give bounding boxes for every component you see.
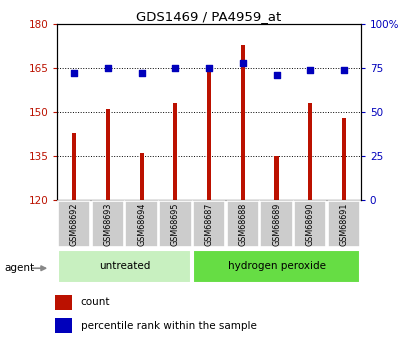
Bar <box>308 104 312 200</box>
Text: percentile rank within the sample: percentile rank within the sample <box>81 321 256 331</box>
Bar <box>106 109 110 200</box>
Bar <box>58 201 90 247</box>
Text: GSM68687: GSM68687 <box>204 203 213 246</box>
Bar <box>139 153 143 200</box>
Bar <box>173 104 177 200</box>
Point <box>340 67 346 73</box>
Bar <box>92 201 124 247</box>
Bar <box>327 201 359 247</box>
Bar <box>58 250 191 283</box>
Point <box>71 71 77 76</box>
Text: GSM68695: GSM68695 <box>171 203 180 246</box>
Text: GSM68693: GSM68693 <box>103 203 112 246</box>
Point <box>239 60 245 66</box>
Point <box>306 67 313 73</box>
Text: GSM68694: GSM68694 <box>137 203 146 246</box>
Bar <box>125 201 157 247</box>
Text: count: count <box>81 297 110 307</box>
Point <box>272 72 279 78</box>
Bar <box>226 201 258 247</box>
Bar <box>55 318 72 333</box>
Bar <box>159 201 191 247</box>
Bar <box>274 156 278 200</box>
Bar <box>193 250 359 283</box>
Text: GSM68692: GSM68692 <box>70 203 79 246</box>
Point <box>172 66 178 71</box>
Point <box>138 71 145 76</box>
Text: GSM68690: GSM68690 <box>305 203 314 246</box>
Bar <box>240 45 244 200</box>
Bar <box>55 295 72 310</box>
Bar <box>341 118 345 200</box>
Bar <box>260 201 292 247</box>
Point <box>205 66 212 71</box>
Text: GSM68688: GSM68688 <box>238 203 247 246</box>
Title: GDS1469 / PA4959_at: GDS1469 / PA4959_at <box>136 10 281 23</box>
Bar <box>207 71 211 200</box>
Bar <box>293 201 326 247</box>
Bar <box>72 133 76 200</box>
Bar <box>193 201 225 247</box>
Text: untreated: untreated <box>99 261 150 271</box>
Text: agent: agent <box>4 264 34 273</box>
Point <box>104 66 111 71</box>
Text: GSM68689: GSM68689 <box>271 203 280 246</box>
Text: hydrogen peroxide: hydrogen peroxide <box>227 261 325 271</box>
Text: GSM68691: GSM68691 <box>339 203 348 246</box>
